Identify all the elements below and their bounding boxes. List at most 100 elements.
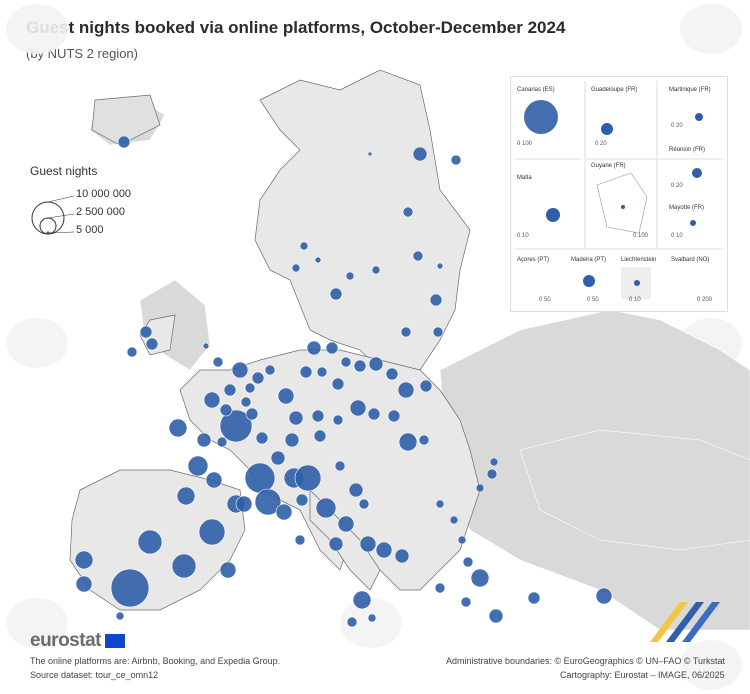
region-bubble	[275, 503, 293, 521]
region-bubble	[352, 590, 372, 610]
region-bubble	[139, 325, 153, 339]
region-bubble	[394, 548, 410, 564]
legend-circles	[31, 195, 75, 235]
scale-guadeloupe: 0 20	[595, 141, 607, 147]
region-bubble	[460, 596, 472, 608]
guadeloupe-bubble	[601, 123, 613, 135]
watermark-logo	[6, 598, 68, 648]
eurostat-logo: eurostat	[30, 630, 101, 651]
region-bubble	[429, 293, 443, 307]
region-bubble	[419, 379, 433, 393]
region-bubble	[432, 326, 444, 338]
region-bubble	[299, 365, 313, 379]
region-bubble	[212, 356, 224, 368]
region-bubble	[375, 541, 393, 559]
region-bubble	[126, 346, 138, 358]
inset-liechtenstein-label: Liechtenstein	[621, 257, 657, 263]
region-bubble	[203, 391, 221, 409]
region-bubble	[434, 582, 446, 594]
region-bubble	[145, 337, 159, 351]
inset-martinique-label: Martinique (FR)	[669, 87, 711, 93]
legend-circle-small	[46, 231, 50, 235]
legend-label-large: 10 000 000	[76, 188, 132, 200]
region-bubble	[385, 367, 399, 381]
decorative-stripes	[650, 602, 720, 642]
boundaries-credit: Administrative boundaries: © EuroGeograp…	[446, 656, 726, 666]
region-bubble	[294, 534, 306, 546]
region-bubble	[398, 432, 418, 452]
region-bubble	[254, 488, 282, 516]
region-bubble	[115, 611, 125, 621]
cartography-credit: Cartography: Eurostat – IMAGE, 06/2025	[560, 670, 725, 680]
region-bubble	[117, 135, 131, 149]
bubble-layer	[74, 135, 613, 628]
region-bubble	[244, 462, 276, 494]
region-bubble	[358, 498, 370, 510]
region-bubble	[435, 499, 445, 509]
region-bubble	[400, 326, 412, 338]
region-bubble	[216, 436, 228, 448]
region-bubble	[387, 409, 401, 423]
platform-note: The online platforms are: Airbnb, Bookin…	[30, 656, 281, 666]
size-legend: Guest nights 10 000 000 2 500 000 5 000	[28, 164, 178, 244]
scale-mayotte: 0 10	[671, 233, 683, 239]
region-bubble	[325, 341, 339, 355]
region-bubble	[299, 241, 309, 251]
region-bubble	[371, 265, 381, 275]
region-bubble	[294, 464, 322, 492]
region-bubble	[353, 359, 367, 373]
scale-reunion: 0 20	[671, 183, 683, 189]
reunion-bubble	[692, 168, 702, 178]
region-bubble	[219, 409, 253, 443]
region-bubble	[348, 482, 364, 498]
scale-acores: 0 50	[539, 297, 551, 303]
region-bubble	[198, 518, 226, 546]
region-bubble	[219, 403, 233, 417]
region-bubble	[367, 613, 377, 623]
region-bubble	[295, 493, 309, 507]
region-bubble	[412, 250, 424, 262]
inset-guadeloupe-label: Guadeloupe (FR)	[591, 87, 638, 93]
region-bubble	[345, 271, 355, 281]
region-bubble	[346, 616, 358, 628]
region-bubble	[316, 366, 328, 378]
region-bubble	[402, 206, 414, 218]
region-bubble	[457, 535, 467, 545]
inset-graphics	[515, 81, 723, 299]
region-bubble	[397, 381, 415, 399]
region-bubble	[235, 495, 253, 513]
region-bubble	[196, 432, 212, 448]
watermark-logo	[680, 4, 742, 54]
region-bubble	[288, 410, 304, 426]
region-bubble	[264, 364, 276, 376]
scale-malta: 0 10	[517, 233, 529, 239]
region-bubble	[367, 151, 373, 157]
region-bubble	[255, 431, 269, 445]
region-bubble	[359, 535, 377, 553]
region-bubble	[489, 457, 499, 467]
region-bubble	[329, 287, 343, 301]
region-bubble	[595, 587, 613, 605]
region-bubble	[450, 154, 462, 166]
region-bubble	[311, 409, 325, 423]
region-bubble	[244, 382, 256, 394]
inset-mayotte-label: Mayotte (FR)	[669, 205, 705, 211]
region-bubble	[349, 399, 367, 417]
region-bubble	[314, 256, 322, 264]
region-bubble	[412, 146, 428, 162]
region-bubble	[240, 396, 252, 408]
region-bubble	[171, 553, 197, 579]
region-bubble	[418, 434, 430, 446]
region-bubble	[331, 377, 345, 391]
region-bubble	[168, 418, 188, 438]
inset-madeira-label: Madeira (PT)	[571, 257, 607, 263]
legend-label-medium: 2 500 000	[76, 206, 125, 218]
region-bubble	[74, 550, 94, 570]
scale-svalbard: 0 200	[697, 297, 713, 303]
region-bubble	[470, 568, 490, 588]
region-bubble	[334, 460, 346, 472]
region-bubble	[527, 591, 541, 605]
inset-svalbard-label: Svalbard (NO)	[671, 257, 710, 263]
region-bubble	[328, 536, 344, 552]
watermark-logo	[6, 318, 68, 368]
